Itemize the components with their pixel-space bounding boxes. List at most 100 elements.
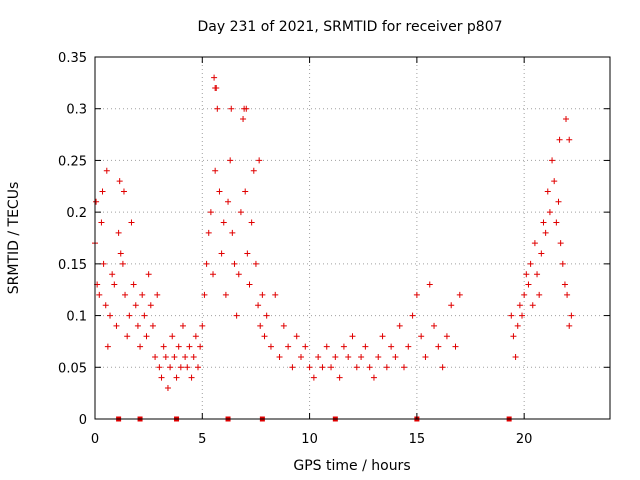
data-point <box>534 271 541 278</box>
y-tick-label: 0.3 <box>66 103 87 118</box>
data-point <box>126 312 133 319</box>
data-point <box>289 364 296 371</box>
data-point <box>160 343 167 350</box>
data-point <box>115 229 122 236</box>
data-point <box>564 291 571 298</box>
data-point <box>345 353 352 360</box>
data-point <box>167 364 174 371</box>
data-point <box>536 291 543 298</box>
data-point <box>263 312 270 319</box>
data-point <box>116 178 123 185</box>
data-point <box>379 333 386 340</box>
data-point <box>362 343 369 350</box>
data-point <box>197 343 204 350</box>
data-point <box>119 260 126 267</box>
x-tick-label: 0 <box>91 432 99 447</box>
data-point <box>527 260 534 267</box>
data-point <box>203 260 210 267</box>
data-point <box>514 322 521 329</box>
data-point <box>405 343 412 350</box>
data-point <box>538 250 545 257</box>
data-point <box>162 353 169 360</box>
data-point <box>152 353 159 360</box>
data-point <box>145 271 152 278</box>
data-point <box>516 302 523 309</box>
data-point <box>244 250 251 257</box>
y-tick-label: 0.35 <box>58 51 87 66</box>
data-point <box>435 343 442 350</box>
data-point <box>336 374 343 381</box>
x-tick-label: 5 <box>198 432 206 447</box>
data-point <box>233 312 240 319</box>
data-point <box>235 271 242 278</box>
data-point <box>439 364 446 371</box>
data-point <box>182 353 189 360</box>
data-point <box>137 343 144 350</box>
data-point <box>302 343 309 350</box>
grid-lines <box>95 57 610 419</box>
data-point <box>98 219 105 226</box>
data-point <box>306 364 313 371</box>
data-point <box>188 374 195 381</box>
data-point <box>242 188 249 195</box>
data-point <box>173 374 180 381</box>
data-point <box>375 353 382 360</box>
data-point <box>139 291 146 298</box>
data-point <box>201 291 208 298</box>
y-tick-label: 0.1 <box>66 310 87 325</box>
x-tick-label: 20 <box>516 432 533 447</box>
data-point <box>216 188 223 195</box>
data-point <box>310 374 317 381</box>
data-point <box>199 322 206 329</box>
data-point <box>143 333 150 340</box>
data-point <box>257 322 264 329</box>
data-point <box>158 374 165 381</box>
data-point <box>555 198 562 205</box>
data-point <box>130 281 137 288</box>
data-point <box>392 353 399 360</box>
data-point <box>107 312 114 319</box>
data-point <box>256 157 263 164</box>
data-point <box>218 250 225 257</box>
data-point <box>237 209 244 216</box>
data-point <box>529 302 536 309</box>
data-point <box>248 219 255 226</box>
data-point <box>340 343 347 350</box>
data-point <box>452 343 459 350</box>
data-point <box>426 281 433 288</box>
data-point <box>117 250 124 257</box>
data-point <box>154 291 161 298</box>
plot-frame <box>94 56 611 420</box>
data-point <box>207 209 214 216</box>
x-axis-label: GPS time / hours <box>293 458 410 474</box>
data-point <box>298 353 304 360</box>
data-point <box>113 322 120 329</box>
y-tick-label: 0.05 <box>58 361 87 376</box>
data-point <box>396 322 403 329</box>
data-point <box>413 291 420 298</box>
data-point <box>177 364 184 371</box>
data-point <box>205 229 212 236</box>
data-point <box>553 219 560 226</box>
data-point <box>456 291 463 298</box>
data-point <box>252 260 259 267</box>
data-point <box>243 105 250 112</box>
data-point <box>212 167 219 174</box>
data-point <box>228 105 235 112</box>
data-point <box>141 312 148 319</box>
data-point <box>122 291 129 298</box>
y-tick-label: 0 <box>79 413 87 428</box>
data-point <box>546 209 553 216</box>
data-point <box>214 105 221 112</box>
data-point <box>332 353 339 360</box>
data-point <box>315 353 322 360</box>
data-point <box>149 322 156 329</box>
data-point <box>544 188 551 195</box>
data-point <box>171 353 178 360</box>
data-point <box>370 374 377 381</box>
data-point <box>443 333 450 340</box>
tick-labels: 0 0.05 0.1 0.15 0.2 0.25 0.3 0.35 0 5 10 15 20 <box>58 51 532 447</box>
data-point <box>521 291 528 298</box>
data-point <box>103 167 110 174</box>
